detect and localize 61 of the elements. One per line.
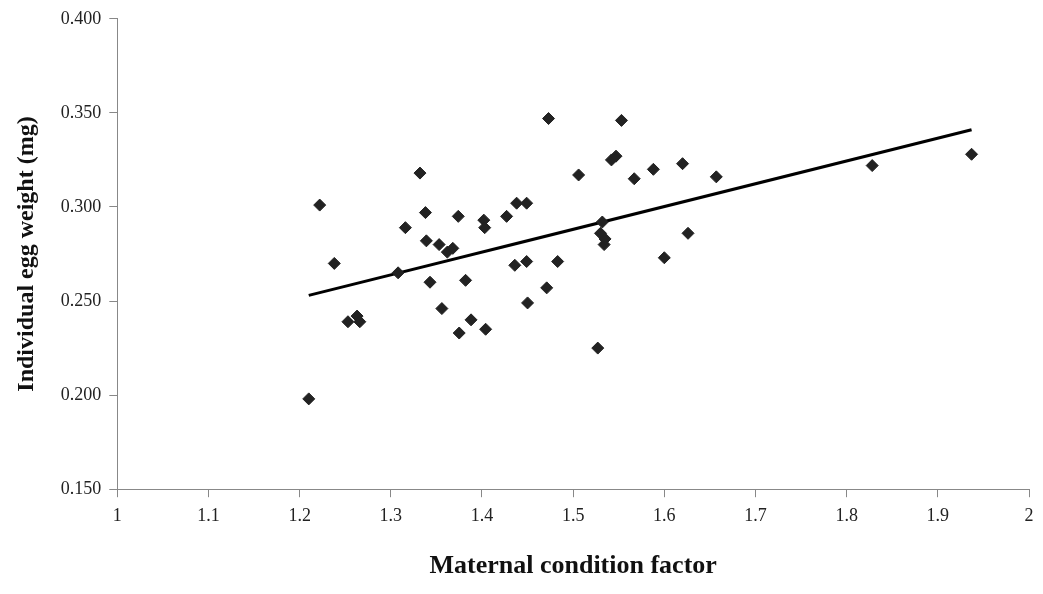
point <box>500 209 514 223</box>
y-tick-label: 0.200 <box>60 383 102 404</box>
point <box>478 221 492 235</box>
point <box>521 296 535 310</box>
point <box>510 196 524 210</box>
point <box>435 302 449 316</box>
point <box>391 266 405 280</box>
point <box>591 341 605 355</box>
x-tick-label: 1.8 <box>835 504 858 525</box>
x-tick-label: 2 <box>1024 504 1034 525</box>
point <box>413 166 427 180</box>
point <box>446 241 460 255</box>
y-axis-title: Individual egg weight (mg) <box>11 116 38 392</box>
point <box>341 315 355 329</box>
y-tick-label: 0.400 <box>60 7 102 28</box>
point <box>452 326 466 340</box>
y-tick-label: 0.300 <box>60 195 102 216</box>
x-tick-label: 1.9 <box>926 504 950 525</box>
point <box>676 157 690 171</box>
point <box>520 196 534 210</box>
point <box>459 273 473 287</box>
point <box>865 159 879 173</box>
point <box>302 392 316 406</box>
x-tick-label: 1.2 <box>288 504 311 525</box>
y-tick-label: 0.250 <box>60 289 102 310</box>
y-tick-label: 0.150 <box>60 477 102 498</box>
point <box>419 234 433 248</box>
point <box>327 256 341 270</box>
point <box>353 315 367 329</box>
point <box>313 198 327 212</box>
point <box>542 112 556 126</box>
x-tick-label: 1.1 <box>197 504 220 525</box>
x-tick-label: 1.4 <box>470 504 494 525</box>
point <box>479 322 493 336</box>
point <box>614 113 628 127</box>
point <box>609 149 623 163</box>
point <box>423 275 437 289</box>
x-tick-label: 1.7 <box>744 504 767 525</box>
point <box>709 170 723 184</box>
point <box>627 172 641 186</box>
point <box>595 215 609 229</box>
x-axis-title: Maternal condition factor <box>429 550 717 580</box>
point <box>464 313 478 327</box>
point <box>418 206 432 220</box>
point <box>572 168 586 182</box>
y-tick-label: 0.350 <box>60 101 102 122</box>
point <box>540 281 554 295</box>
x-tick-label: 1.3 <box>379 504 403 525</box>
point <box>508 258 522 272</box>
point <box>681 226 695 240</box>
x-tick-label: 1 <box>112 504 122 525</box>
point <box>965 147 979 161</box>
x-tick-label: 1.5 <box>561 504 585 525</box>
point <box>451 209 465 223</box>
x-tick-label: 1.6 <box>653 504 676 525</box>
point <box>657 251 671 265</box>
point <box>551 255 565 269</box>
point <box>432 238 446 252</box>
point <box>646 162 660 176</box>
point <box>520 255 534 269</box>
point <box>398 221 412 235</box>
